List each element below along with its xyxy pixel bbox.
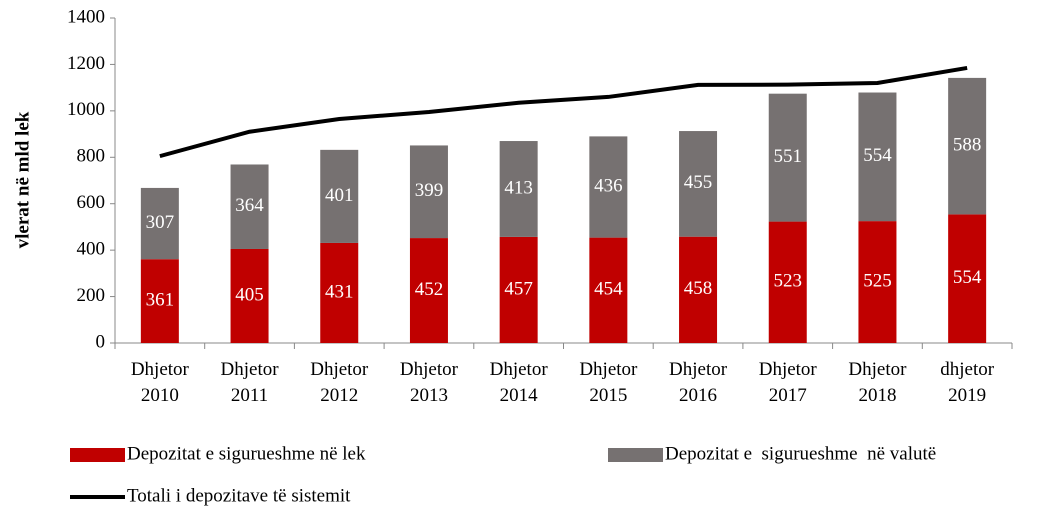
data-label: 431 [325, 281, 354, 302]
y-tick-label: 1200 [67, 53, 105, 74]
x-tick-label: Dhjetor 2014 [490, 359, 549, 406]
y-tick-label: 0 [96, 331, 106, 352]
y-tick-label: 200 [77, 285, 106, 306]
bar [499, 141, 538, 237]
bar [948, 214, 987, 343]
x-tick-label: Dhjetor 2015 [579, 359, 638, 406]
bar [230, 164, 269, 249]
y-tick-label: 600 [77, 192, 106, 213]
bar [589, 136, 628, 238]
bar [140, 187, 179, 260]
x-tick-label: Dhjetor 2018 [848, 359, 907, 406]
data-label: 452 [415, 279, 444, 300]
x-tick-label: Dhjetor 2012 [310, 359, 369, 406]
legend-label: Depozitat e sigurueshme në valutë [665, 443, 936, 464]
data-label: 307 [146, 212, 175, 233]
y-tick-label: 1000 [67, 99, 105, 120]
legend-swatch [608, 448, 663, 462]
x-tick-label: Dhjetor 2013 [400, 359, 459, 406]
bar [858, 221, 897, 343]
x-tick-label: dhjetor 2019 [940, 359, 994, 406]
x-tick-label: Dhjetor 2016 [669, 359, 728, 406]
data-label: 454 [594, 279, 623, 300]
x-tick-label: Dhjetor 2011 [221, 359, 280, 406]
data-label: 364 [235, 195, 264, 216]
data-label: 458 [684, 278, 713, 299]
data-label: 399 [415, 180, 444, 201]
bar [768, 93, 807, 222]
data-label: 361 [146, 289, 175, 310]
bar [679, 236, 718, 343]
x-tick-label: Dhjetor 2010 [131, 359, 190, 406]
data-label: 413 [504, 177, 533, 198]
data-label: 401 [325, 185, 354, 206]
bar [768, 221, 807, 343]
bar [948, 77, 987, 215]
data-label: 554 [953, 267, 982, 288]
bar [858, 92, 897, 222]
bar [679, 131, 718, 237]
data-label: 588 [953, 135, 982, 156]
data-label: 523 [774, 271, 803, 292]
data-label: 525 [863, 270, 892, 291]
bar [409, 238, 448, 343]
legend-swatch [70, 448, 125, 462]
y-tick-label: 800 [77, 146, 106, 167]
bar [409, 145, 448, 239]
data-label: 554 [863, 145, 892, 166]
y-axis-label: vlerat në mld lek [12, 111, 33, 248]
data-label: 405 [235, 284, 264, 305]
bar [320, 149, 359, 243]
bar [230, 248, 269, 343]
y-tick-label: 1400 [67, 6, 105, 27]
x-tick-label: Dhjetor 2017 [759, 359, 818, 406]
data-label: 551 [774, 146, 803, 167]
data-label: 455 [684, 172, 713, 193]
legend-label: Depozitat e sigurueshme në lek [127, 443, 366, 464]
y-tick-label: 400 [77, 239, 106, 260]
data-label: 436 [594, 175, 623, 196]
data-label: 457 [504, 278, 533, 299]
bar [140, 259, 179, 343]
bar [499, 236, 538, 343]
legend-label: Totali i depozitave të sistemit [127, 485, 351, 506]
line [159, 65, 968, 159]
bar [589, 237, 628, 343]
bar [320, 242, 359, 343]
